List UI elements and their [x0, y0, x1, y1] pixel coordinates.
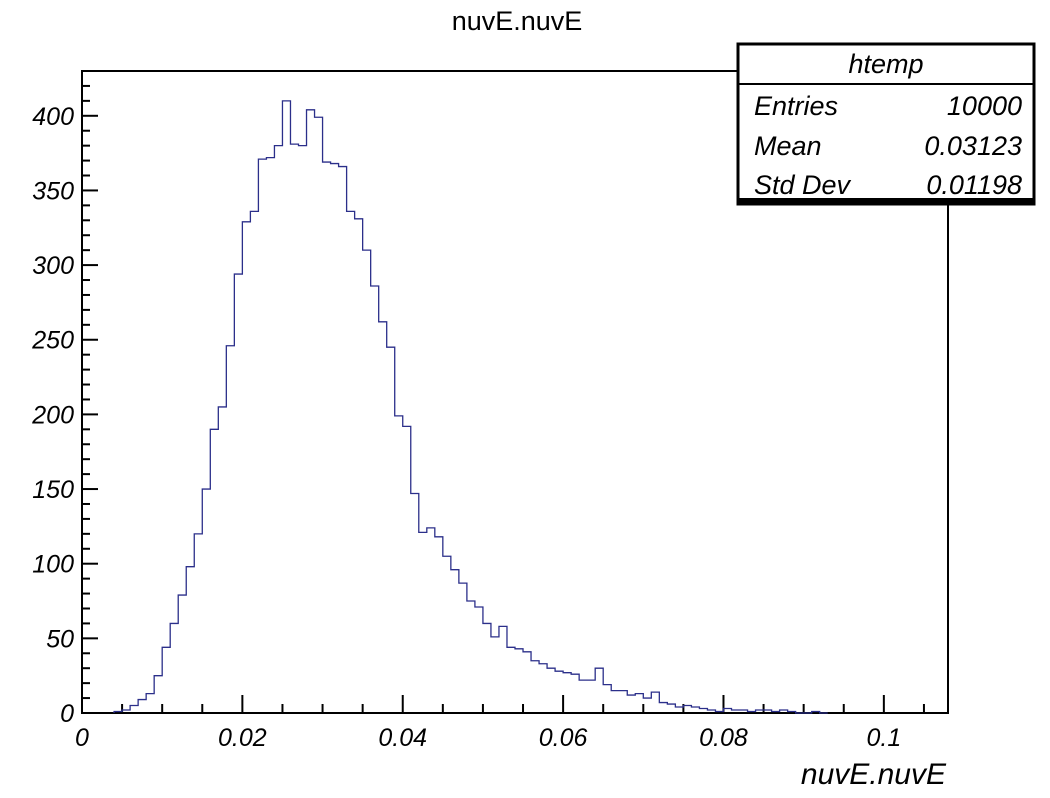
stats-box-shadow [738, 198, 1034, 204]
x-tick-label: 0.04 [378, 724, 427, 752]
x-tick-label: 0.1 [866, 724, 901, 752]
x-tick-label: 0.02 [218, 724, 267, 752]
stats-box-title: htemp [848, 49, 923, 79]
stats-mean-label: Mean [754, 131, 822, 161]
y-tick-label: 50 [46, 625, 74, 653]
y-tick-label: 350 [32, 177, 74, 205]
x-tick-label: 0.08 [699, 724, 748, 752]
stats-box: htemp Entries 10000 Mean 0.03123 Std Dev… [736, 42, 1036, 206]
x-axis: 0 0.02 0.04 0.06 0.08 0.1 [75, 695, 925, 752]
x-tick-label: 0.06 [539, 724, 588, 752]
histogram-series-line [113, 100, 828, 714]
y-axis: 0 50 100 150 200 250 300 350 400 [31, 70, 98, 728]
stats-stddev-label: Std Dev [754, 170, 852, 200]
y-tick-label: 300 [32, 252, 74, 280]
stats-box-frame [736, 42, 1036, 206]
plot-frame [81, 70, 949, 714]
y-tick-label: 250 [31, 327, 74, 355]
stats-stddev-value: 0.01198 [926, 170, 1022, 200]
x-tick-label: 0 [75, 724, 89, 752]
stats-entries-value: 10000 [947, 91, 1022, 121]
chart-title: nuvE.nuvE [452, 6, 583, 36]
y-tick-label: 100 [32, 551, 74, 579]
x-axis-title: nuvE.nuvE [801, 758, 947, 791]
y-tick-label: 0 [60, 700, 74, 728]
stats-entries-label: Entries [754, 91, 838, 121]
y-tick-label: 150 [32, 476, 74, 504]
y-tick-label: 400 [32, 103, 74, 131]
stats-mean-value: 0.03123 [924, 131, 1022, 161]
y-tick-label: 200 [31, 401, 74, 429]
